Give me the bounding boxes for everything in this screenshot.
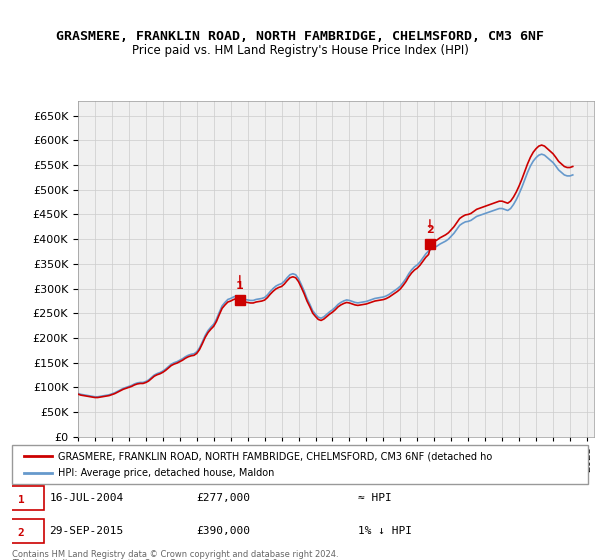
Text: 29-SEP-2015: 29-SEP-2015 (49, 526, 124, 536)
Text: 2: 2 (18, 528, 25, 538)
Text: GRASMERE, FRANKLIN ROAD, NORTH FAMBRIDGE, CHELMSFORD, CM3 6NF (detached ho: GRASMERE, FRANKLIN ROAD, NORTH FAMBRIDGE… (58, 451, 493, 461)
Text: GRASMERE, FRANKLIN ROAD, NORTH FAMBRIDGE, CHELMSFORD, CM3 6NF: GRASMERE, FRANKLIN ROAD, NORTH FAMBRIDGE… (56, 30, 544, 43)
Text: Contains HM Land Registry data © Crown copyright and database right 2024.: Contains HM Land Registry data © Crown c… (12, 550, 338, 559)
Text: £390,000: £390,000 (196, 526, 250, 536)
Text: 1% ↓ HPI: 1% ↓ HPI (358, 526, 412, 536)
Text: This data is licensed under the Open Government Licence v3.0.: This data is licensed under the Open Gov… (12, 559, 280, 560)
Text: 2: 2 (426, 225, 434, 235)
Text: Price paid vs. HM Land Registry's House Price Index (HPI): Price paid vs. HM Land Registry's House … (131, 44, 469, 57)
Text: 16-JUL-2004: 16-JUL-2004 (49, 493, 124, 503)
Text: HPI: Average price, detached house, Maldon: HPI: Average price, detached house, Mald… (58, 468, 274, 478)
Text: 1: 1 (236, 281, 244, 291)
FancyBboxPatch shape (9, 519, 44, 543)
Text: ≈ HPI: ≈ HPI (358, 493, 391, 503)
FancyBboxPatch shape (12, 445, 588, 484)
Text: £277,000: £277,000 (196, 493, 250, 503)
Text: 1: 1 (18, 495, 25, 505)
FancyBboxPatch shape (9, 486, 44, 510)
